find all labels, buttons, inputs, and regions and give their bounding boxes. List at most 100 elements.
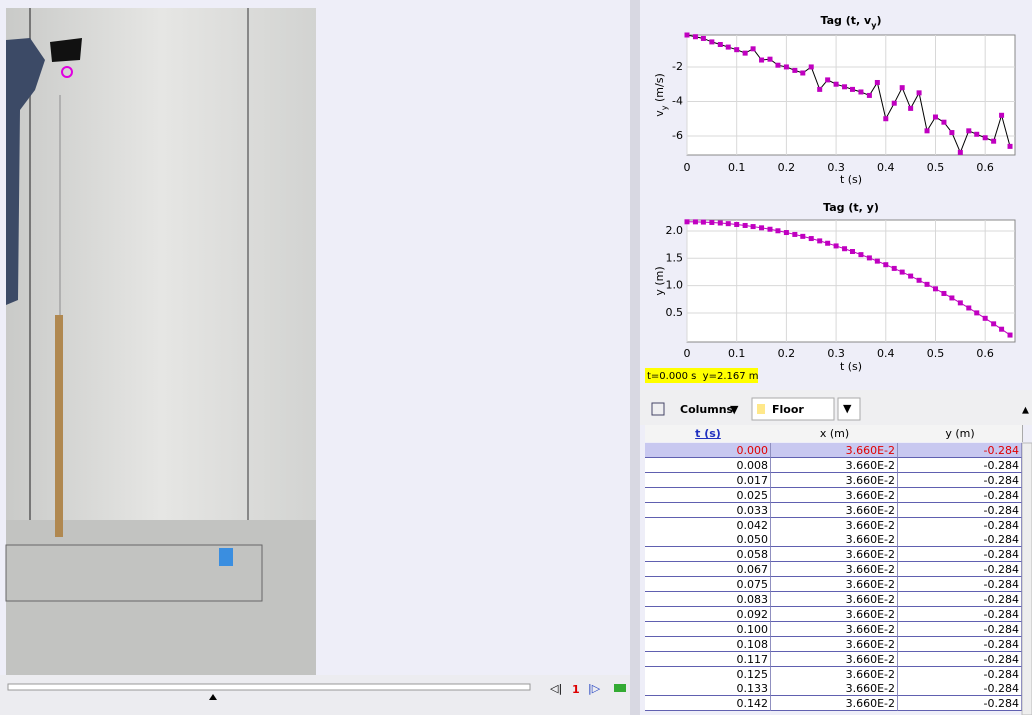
y-axis-label: y (m) xyxy=(653,266,666,295)
table-cell: 0.033 xyxy=(645,503,771,518)
data-point xyxy=(958,150,963,155)
table-cell: 3.660E-2 xyxy=(771,607,898,622)
data-point xyxy=(925,128,930,133)
data-point xyxy=(784,64,789,69)
data-point xyxy=(834,82,839,87)
data-point xyxy=(809,236,814,241)
y-tick-label: -4 xyxy=(672,94,683,107)
data-point xyxy=(883,116,888,121)
table-cell: 3.660E-2 xyxy=(771,532,898,547)
table-cell: 3.660E-2 xyxy=(771,458,898,473)
data-point xyxy=(867,93,872,98)
table-cell: 3.660E-2 xyxy=(771,488,898,503)
table-cell: -0.284 xyxy=(898,637,1022,652)
y-tick-label: 1.0 xyxy=(666,279,684,292)
x-tick-label: 0.4 xyxy=(877,347,895,360)
data-point xyxy=(999,327,1004,332)
data-point xyxy=(917,278,922,283)
data-point xyxy=(949,295,954,300)
data-point xyxy=(817,238,822,243)
table-cell: 3.660E-2 xyxy=(771,667,898,682)
table-cell: -0.284 xyxy=(898,681,1022,696)
data-point xyxy=(709,220,714,225)
x-tick-label: 0.5 xyxy=(927,161,945,174)
table-cell: 0.117 xyxy=(645,652,771,667)
x-tick-label: 0.1 xyxy=(728,161,746,174)
text-part: y (m) xyxy=(653,266,666,295)
table-cell: -0.284 xyxy=(898,518,1022,533)
step-back-button[interactable]: ◁| xyxy=(550,682,562,695)
data-point xyxy=(966,305,971,310)
data-point xyxy=(685,219,690,224)
x-tick-label: 0.6 xyxy=(976,347,994,360)
step-size[interactable]: 1 xyxy=(572,683,580,696)
column-header: x (m) xyxy=(771,425,899,442)
meter-stick xyxy=(55,315,63,537)
data-point xyxy=(767,227,772,232)
x-axis-label: t (s) xyxy=(840,360,862,373)
table-cell: 3.660E-2 xyxy=(771,443,898,458)
data-point xyxy=(941,291,946,296)
slider-track[interactable] xyxy=(8,684,530,690)
data-point xyxy=(751,46,756,51)
data-point xyxy=(767,57,772,62)
data-point xyxy=(800,234,805,239)
data-point xyxy=(751,224,756,229)
data-point xyxy=(734,47,739,52)
divider xyxy=(630,0,640,715)
data-point xyxy=(759,225,764,230)
data-point xyxy=(983,316,988,321)
data-point xyxy=(958,300,963,305)
table-cell: 3.660E-2 xyxy=(771,577,898,592)
table-cell: -0.284 xyxy=(898,473,1022,488)
data-point xyxy=(792,68,797,73)
y-tick-label: 2.0 xyxy=(666,224,684,237)
data-point xyxy=(759,58,764,63)
data-point xyxy=(775,228,780,233)
data-point xyxy=(842,246,847,251)
collapse-arrow[interactable]: ▲ xyxy=(1022,406,1029,416)
y-tick-label: -6 xyxy=(672,129,683,142)
data-point xyxy=(933,115,938,120)
table-cell: 3.660E-2 xyxy=(771,473,898,488)
data-point xyxy=(983,135,988,140)
data-point xyxy=(726,221,731,226)
table-cell: -0.284 xyxy=(898,458,1022,473)
dropdown-arrow[interactable]: ▼ xyxy=(843,402,852,415)
table-cell: 3.660E-2 xyxy=(771,562,898,577)
table-cell: 0.083 xyxy=(645,592,771,607)
y-tick-label: -2 xyxy=(672,60,683,73)
table-cell: -0.284 xyxy=(898,696,1022,711)
columns-arrow[interactable]: ▼ xyxy=(730,403,739,416)
data-point xyxy=(941,120,946,125)
table-cell: 3.660E-2 xyxy=(771,503,898,518)
x-axis-label: t (s) xyxy=(840,173,862,186)
table-cell: 3.660E-2 xyxy=(771,696,898,711)
text-part: Tag (t, y) xyxy=(823,201,879,214)
x-tick-label: 0.5 xyxy=(927,347,945,360)
x-tick-label: 0.1 xyxy=(728,347,746,360)
table-cell: -0.284 xyxy=(898,443,1022,458)
scrollbar[interactable] xyxy=(1022,443,1032,715)
loop-button[interactable] xyxy=(614,684,626,692)
data-point xyxy=(883,262,888,267)
table-cell: 0.075 xyxy=(645,577,771,592)
data-point xyxy=(775,63,780,68)
chart-title: Tag (t, y) xyxy=(823,201,879,214)
table-cell: -0.284 xyxy=(898,652,1022,667)
table-cell: 3.660E-2 xyxy=(771,547,898,562)
track-name[interactable]: Floor xyxy=(772,403,804,416)
step-forward-button[interactable]: |▷ xyxy=(588,682,601,695)
columns-button[interactable]: Columns xyxy=(680,403,734,416)
table-cell: -0.284 xyxy=(898,622,1022,637)
data-point xyxy=(718,42,723,47)
x-tick-label: 0 xyxy=(684,161,691,174)
player-bar xyxy=(0,675,630,715)
tape xyxy=(219,548,233,566)
data-point xyxy=(726,45,731,50)
x-tick-label: 0 xyxy=(684,347,691,360)
data-point xyxy=(842,84,847,89)
table-cell: -0.284 xyxy=(898,607,1022,622)
table-cell: 3.660E-2 xyxy=(771,518,898,533)
y-tick-label: 0.5 xyxy=(666,306,684,319)
